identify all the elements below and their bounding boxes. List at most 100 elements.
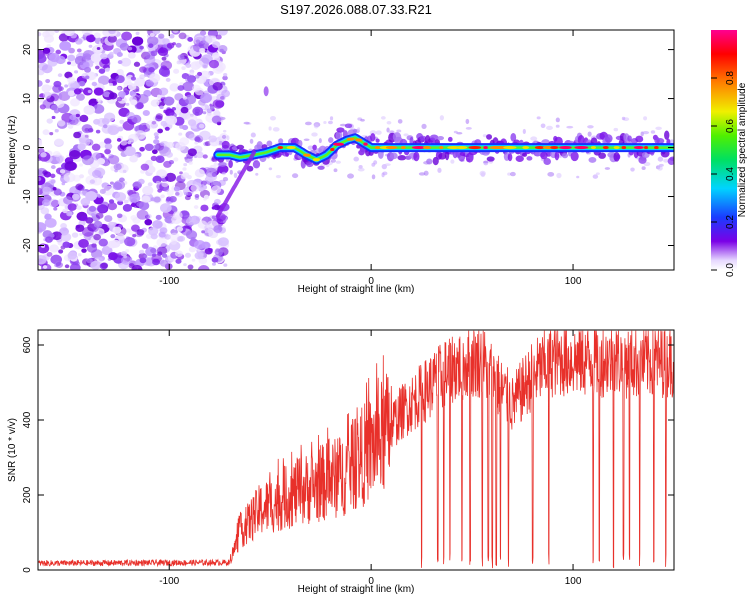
spectrogram-noise-blob: [108, 199, 115, 204]
spectrogram-noise-blob: [95, 65, 100, 70]
spectrogram-noise-blob: [144, 218, 153, 226]
spectrogram-noise-blob: [127, 52, 136, 59]
spectrogram-noise-blob: [386, 120, 392, 125]
spectrogram-noise-blob: [371, 174, 376, 180]
spectrogram-noise-blob: [165, 197, 171, 202]
spectrogram-noise-blob: [199, 130, 211, 141]
spectrogram-noise-blob: [188, 246, 197, 253]
spectrogram-noise-blob: [157, 47, 169, 57]
spectrogram-noise-blob: [150, 50, 158, 57]
spectrogram-halo-blob: [437, 136, 444, 141]
snr-x-tick-label: 100: [565, 576, 582, 587]
spectrogram-noise-blob: [329, 116, 334, 121]
spectrogram-hotspot: [542, 145, 554, 150]
spectrogram-noise-blob: [149, 32, 155, 37]
spectrogram-halo-blob: [540, 151, 548, 160]
spectrogram-noise-blob: [53, 207, 58, 211]
spectrogram-noise-blob: [139, 45, 144, 50]
spectrogram-noise-blob: [157, 128, 164, 134]
spectrogram-noise-blob: [160, 194, 165, 199]
spectrogram-noise-blob: [91, 143, 101, 151]
spectrogram-noise-blob: [107, 202, 118, 211]
spectrogram-noise-blob: [71, 232, 79, 238]
spectrogram-noise-blob: [180, 106, 189, 114]
spectrogram-noise-blob: [93, 87, 104, 96]
spectrogram-noise-blob: [44, 217, 57, 228]
spectrogram-noise-blob: [175, 141, 186, 151]
spectrogram-noise-blob: [164, 126, 170, 131]
spectrogram-noise-blob: [313, 123, 319, 129]
spectrogram-noise-blob: [145, 80, 154, 87]
spectrogram-noise-blob: [200, 184, 205, 188]
spectrogram-noise-blob: [153, 196, 161, 203]
spectrogram-noise-blob: [217, 164, 229, 174]
spectrogram-noise-blob: [46, 251, 53, 257]
spectrogram-noise-blob: [643, 116, 648, 121]
spectrogram-noise-blob: [88, 44, 93, 48]
snr-x-tick-label: 0: [368, 576, 374, 587]
spectrogram-noise-blob: [52, 84, 63, 93]
spectrogram-noise-blob: [203, 229, 214, 237]
snr-x-tick-label: -100: [159, 576, 179, 587]
spectrogram-halo-blob: [266, 140, 273, 147]
spectrogram-noise-blob: [212, 81, 223, 91]
spectrogram-noise-blob: [130, 202, 136, 208]
spectrogram-noise-blob: [197, 265, 210, 270]
spectrogram-noise-blob: [194, 74, 200, 79]
spectrogram-noise-blob: [58, 249, 64, 254]
spectrogram-noise-blob: [214, 248, 224, 256]
spectrogram-noise-blob: [120, 139, 128, 146]
snr-y-tick-label: 0: [22, 567, 33, 573]
spectrogram-noise-blob: [116, 213, 123, 219]
spectrogram-noise-blob: [116, 96, 123, 102]
spectrogram-streak: [215, 150, 256, 219]
spectrogram-noise-blob: [421, 123, 427, 129]
spectrogram-noise-blob: [79, 163, 84, 167]
spectrogram-noise-blob: [95, 212, 104, 219]
spectrogram-noise-blob: [120, 251, 128, 257]
spectrogram-noise-blob: [152, 253, 157, 257]
spectrogram-noise-blob: [87, 89, 92, 94]
spectrogram-noise-blob: [587, 125, 594, 129]
spectrogram-noise-blob: [108, 252, 118, 261]
spectrogram-noise-blob: [185, 217, 195, 226]
spectrogram-noise-blob: [195, 60, 204, 68]
spectrogram-noise-blob: [272, 127, 280, 132]
spectrogram-halo-blob: [510, 132, 517, 142]
spectrogram-hotspot: [286, 145, 296, 150]
spectrogram-noise-blob: [136, 209, 149, 220]
spectrogram-hotspot: [332, 142, 345, 146]
spectrogram-y-label: Frequency (Hz): [7, 116, 18, 185]
snr-y-tick-label: 400: [22, 411, 33, 428]
spectrogram-noise-blob: [530, 136, 538, 141]
spectrogram-noise-blob: [153, 139, 160, 145]
spectrogram-noise-blob: [592, 174, 599, 179]
spectrogram-noise-blob: [122, 204, 132, 212]
spectrogram-noise-blob: [211, 215, 216, 220]
spectrogram-noise-blob: [613, 127, 619, 132]
spectrogram-noise-blob: [182, 96, 187, 100]
spectrogram-noise-blob: [155, 155, 165, 164]
spectrogram-noise-blob: [130, 76, 137, 81]
spectrogram-noise-blob: [173, 186, 181, 192]
spectrogram-noise-blob: [98, 238, 108, 247]
spectrogram-noise-blob: [123, 146, 136, 157]
spectrogram-halo-blob: [570, 151, 579, 162]
spectrogram-noise-blob: [109, 51, 114, 56]
spectrogram-noise-blob: [201, 63, 209, 69]
colorbar-ticks: 0.0 0.2 0.4 0.6 0.8: [711, 71, 736, 277]
spectrogram-noise-blob: [360, 118, 365, 122]
spectrogram-noise-blob: [113, 163, 122, 171]
spectrogram-noise-blob: [160, 120, 168, 127]
spectrogram-noise-blob: [201, 241, 211, 249]
spectrogram-noise-blob: [137, 267, 143, 270]
spectrogram-noise-blob: [86, 244, 98, 253]
spectrogram-noise-blob: [59, 40, 72, 51]
spectrogram-noise-blob: [78, 80, 86, 87]
spectrogram-noise-blob: [396, 129, 402, 133]
spectrogram-noise-blob: [194, 87, 204, 96]
spectrogram-noise-blob: [156, 237, 168, 247]
spectrogram-halo-blob: [336, 127, 345, 133]
spectrogram-noise-blob: [148, 227, 159, 236]
spectrogram-noise-blob: [119, 119, 125, 124]
